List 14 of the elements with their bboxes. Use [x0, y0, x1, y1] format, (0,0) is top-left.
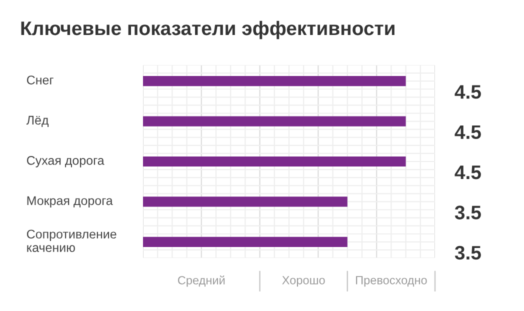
y-tick-label: Сухая дорога	[26, 156, 104, 168]
data-label: 3.5	[454, 246, 481, 260]
data-label: 4.5	[454, 85, 481, 99]
y-tick-label: Снег	[26, 76, 54, 84]
data-label: 4.5	[454, 166, 481, 180]
y-tick-label: Сопротивление качению	[26, 230, 116, 252]
text: Средний	[178, 276, 225, 287]
text: Превосходно	[356, 276, 427, 287]
y-tick-label: Мокрая дорога	[27, 196, 113, 208]
chart-title: Ключевые показатели эффективности	[21, 20, 394, 40]
data-label: 3.5	[454, 206, 481, 220]
data-label: 4.5	[454, 125, 481, 140]
y-tick-label: Лёд	[26, 116, 49, 128]
text: Хорошо	[282, 276, 325, 287]
